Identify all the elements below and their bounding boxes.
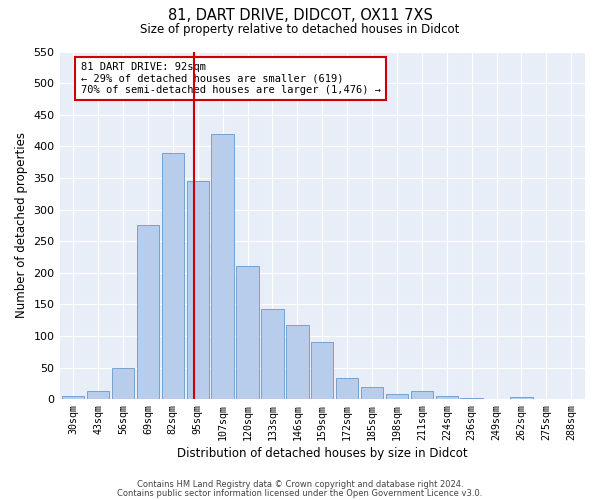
Bar [87,391,109,399]
Bar [361,386,383,399]
Bar [211,134,234,399]
Y-axis label: Number of detached properties: Number of detached properties [15,132,28,318]
Text: Size of property relative to detached houses in Didcot: Size of property relative to detached ho… [140,22,460,36]
Bar [311,342,334,399]
Text: 81, DART DRIVE, DIDCOT, OX11 7XS: 81, DART DRIVE, DIDCOT, OX11 7XS [167,8,433,22]
Bar [410,391,433,399]
Bar [161,152,184,399]
X-axis label: Distribution of detached houses by size in Didcot: Distribution of detached houses by size … [177,447,467,460]
Bar [187,181,209,399]
Bar [62,396,85,399]
Bar [560,398,583,399]
Bar [535,398,557,399]
Bar [236,266,259,399]
Text: 81 DART DRIVE: 92sqm
← 29% of detached houses are smaller (619)
70% of semi-deta: 81 DART DRIVE: 92sqm ← 29% of detached h… [80,62,380,95]
Text: Contains public sector information licensed under the Open Government Licence v3: Contains public sector information licen… [118,488,482,498]
Bar [137,226,159,399]
Bar [510,396,533,399]
Bar [436,396,458,399]
Bar [460,398,483,399]
Bar [386,394,408,399]
Bar [336,378,358,399]
Text: Contains HM Land Registry data © Crown copyright and database right 2024.: Contains HM Land Registry data © Crown c… [137,480,463,489]
Bar [261,309,284,399]
Bar [112,368,134,399]
Bar [286,325,308,399]
Bar [485,398,508,399]
